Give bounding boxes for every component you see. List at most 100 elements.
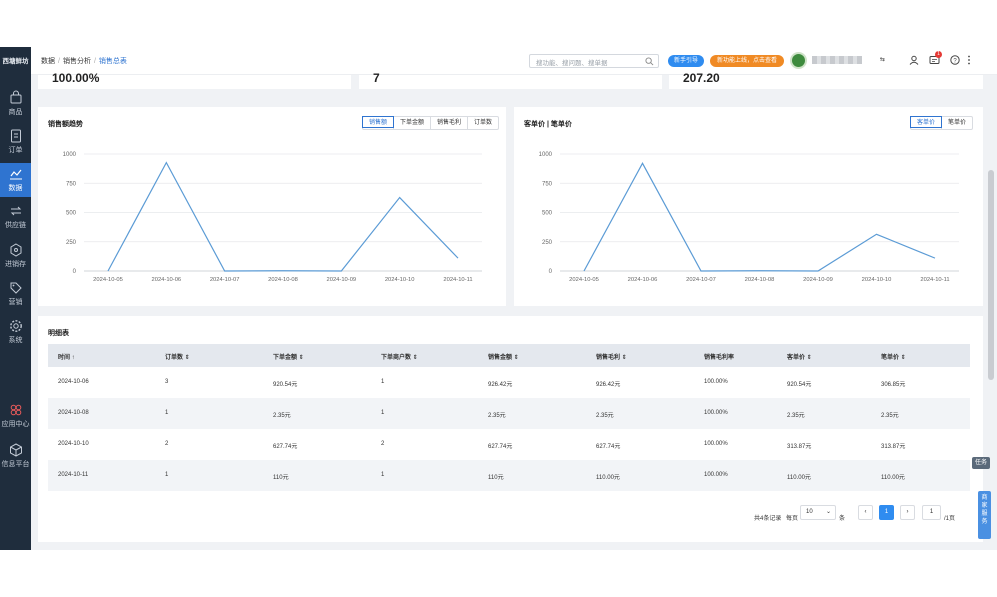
x-tick-label: 2024-10-07 (210, 277, 240, 283)
x-tick-label: 2024-10-08 (268, 277, 298, 283)
column-header[interactable]: 订单数 ⇕ (165, 355, 190, 361)
x-tick-label: 2024-10-11 (920, 277, 949, 283)
table-cell: 313.87元 (787, 444, 812, 450)
sales-trend-title: 销售额趋势 (48, 121, 83, 128)
user-icon[interactable] (909, 55, 919, 65)
sidebar-item-apps[interactable]: 应用中心 (0, 399, 31, 433)
table-cell: 110.00元 (787, 475, 811, 481)
breadcrumb: 数据 / 销售分析 / 销售总表 (41, 58, 127, 65)
tab-order-count[interactable]: 订单数 (467, 117, 498, 129)
per-page-select[interactable]: 10 ⌄ (800, 505, 836, 520)
help-icon[interactable]: ? (950, 55, 960, 65)
table-cell: 627.74元 (488, 444, 513, 450)
table-cell: 2.35元 (881, 413, 899, 419)
sidebar-item-inventory[interactable]: 进销存 (0, 239, 31, 273)
tab-customer-price[interactable]: 客单价 (910, 116, 943, 128)
guide-button[interactable]: 新手引导 (668, 55, 704, 67)
page-scrollbar[interactable] (988, 170, 994, 380)
breadcrumb-data[interactable]: 数据 (41, 58, 55, 65)
column-header[interactable]: 销售毛利 ⇕ (596, 355, 627, 361)
table-cell: 1 (381, 379, 385, 385)
table-cell: 2024-10-08 (58, 410, 89, 416)
table-row: 2024-10-06 3 920.54元 1 926.42元 926.42元 100.00%… (48, 367, 970, 398)
x-tick-label: 2024-10-10 (385, 277, 415, 283)
sidebar: 西塘鲜坊 商品 订单 数据 供应链 进销存 营销 系统 应用中心 信息平台 (0, 47, 31, 550)
y-tick-label: 750 (66, 181, 77, 187)
stat-card-2: 7 (359, 71, 662, 89)
store-name-blurred[interactable] (812, 56, 862, 64)
order-icon (10, 129, 21, 143)
series-line (107, 161, 459, 272)
column-header[interactable]: 客单价 ⇕ (787, 355, 812, 361)
page-number-button[interactable]: 1 (879, 505, 894, 520)
sidebar-item-tag[interactable]: 营销 (0, 277, 31, 311)
sidebar-item-gear[interactable]: 系统 (0, 315, 31, 349)
x-tick-label: 2024-10-05 (93, 277, 123, 283)
new-feature-button[interactable]: 新功能上线，点击查看 (710, 55, 784, 67)
y-tick-label: 0 (73, 269, 77, 275)
tab-sales-amount[interactable]: 销售额 (362, 116, 395, 128)
stat-card-3: 207.20 (669, 71, 983, 89)
apps-icon (10, 404, 21, 416)
table-cell: 1 (381, 472, 385, 478)
table-cell: 2 (165, 441, 169, 447)
merchant-service-label: 商家服务 (981, 495, 988, 525)
shopping-bag-icon (10, 90, 21, 104)
column-header[interactable]: 时间 ↑ (58, 355, 75, 361)
gear-icon (9, 320, 22, 332)
table-cell: 2.35元 (273, 413, 291, 419)
sidebar-item-order[interactable]: 订单 (0, 125, 31, 159)
column-header[interactable]: 笔单价 ⇕ (881, 355, 906, 361)
stat-value-1: 100.00% (52, 71, 100, 85)
store-avatar[interactable] (790, 52, 807, 69)
inventory-icon (10, 243, 21, 257)
stat-value-3: 207.20 (683, 71, 720, 85)
table-row: 2024-10-11 1 110元 1 110元 110.00元 100.00% 110.00… (48, 460, 970, 491)
table-cell: 926.42元 (596, 382, 621, 388)
pager-total: 共4条记录 (754, 516, 782, 522)
y-tick-label: 500 (66, 211, 77, 217)
column-header[interactable]: 下单商户数 ⇕ (381, 355, 418, 361)
sidebar-item-label: 应用中心 (1, 421, 30, 428)
supply-chain-icon (10, 206, 21, 216)
table-cell: 1 (381, 410, 385, 416)
table-cell: 306.85元 (881, 382, 906, 388)
sidebar-item-label: 数据 (8, 185, 23, 192)
notification-icon[interactable] (929, 55, 940, 65)
x-tick-label: 2024-10-09 (327, 277, 357, 283)
table-cell: 100.00% (704, 410, 728, 416)
next-page-button[interactable]: › (900, 505, 915, 520)
column-header[interactable]: 销售金额 ⇕ (488, 355, 519, 361)
sidebar-item-trend-chart[interactable]: 数据 (0, 163, 31, 197)
task-float-button[interactable]: 任务 (972, 457, 990, 469)
breadcrumb-sales-analysis[interactable]: 销售分析 (62, 58, 91, 65)
column-header[interactable]: 下单金额 ⇕ (273, 355, 304, 361)
table-header: 时间 ↑ 订单数 ⇕ 下单金额 ⇕ 下单商户数 ⇕ 销售金额 ⇕ 销售毛利 ⇕ 销售毛利率 客… (48, 344, 970, 367)
sidebar-item-supply-chain[interactable]: 供应链 (0, 200, 31, 234)
table-cell: 110.00元 (881, 475, 905, 481)
table-cell: 2.35元 (596, 413, 614, 419)
sidebar-item-cube[interactable]: 信息平台 (0, 439, 31, 473)
merchant-service-button[interactable]: 商家服务 (978, 491, 991, 539)
jump-page-input[interactable]: 1 (922, 505, 941, 520)
global-search-input[interactable]: 搜功能、搜问题、搜单据 (529, 54, 659, 68)
sidebar-item-label: 进销存 (5, 261, 26, 268)
prev-page-button[interactable]: ‹ (858, 505, 873, 520)
table-cell: 920.54元 (787, 382, 812, 388)
pager-unit: 条 (839, 516, 846, 522)
trend-chart-icon (9, 169, 22, 180)
x-tick-label: 2024-10-05 (569, 277, 599, 283)
tab-gross-profit[interactable]: 销售毛利 (430, 117, 467, 129)
x-tick-label: 2024-10-11 (443, 277, 472, 283)
sidebar-item-shopping-bag[interactable]: 商品 (0, 87, 31, 121)
x-tick-label: 2024-10-10 (862, 277, 892, 283)
y-tick-label: 1000 (539, 152, 553, 158)
unit-price-title: 客单价 | 笔单价 (524, 121, 572, 128)
sidebar-item-label: 订单 (8, 147, 23, 154)
table-cell: 2024-10-06 (58, 379, 89, 385)
more-menu-icon[interactable] (967, 55, 971, 65)
column-header[interactable]: 销售毛利率 (704, 355, 735, 361)
search-icon[interactable] (645, 57, 654, 66)
unit-price-chart: 0 250 500 750 1000 2024-10-05 2024-10-06 2024-1… (539, 152, 959, 283)
switch-store-icon[interactable]: ⇆ (880, 57, 886, 63)
